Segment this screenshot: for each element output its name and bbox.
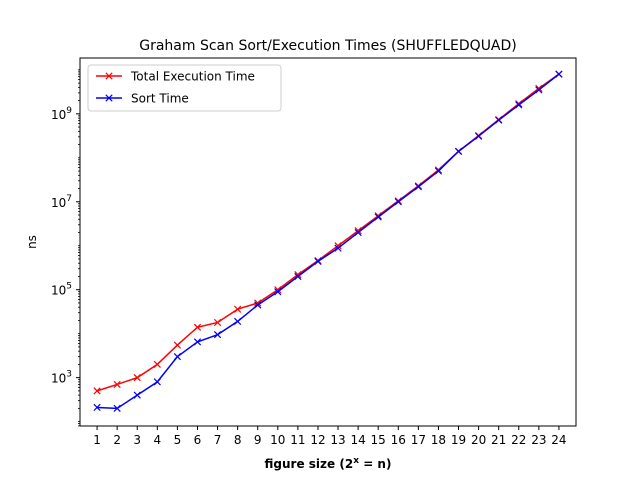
data-point — [133, 374, 141, 382]
x-tick-label: 1 — [93, 433, 101, 447]
data-point — [193, 338, 202, 346]
data-point — [434, 167, 443, 175]
x-tick-label: 2 — [113, 433, 121, 447]
x-axis: 1 2 3 4 5 6 7 8 9 10 11 12 13 14 15 16 17 18 19 20 21 22 23 24 — [93, 426, 567, 447]
x-tick-label: 14 — [350, 433, 365, 447]
x-tick-label: 3 — [133, 433, 141, 447]
data-point — [213, 331, 222, 339]
x-tick-label: 9 — [254, 433, 262, 447]
data-point — [454, 147, 463, 156]
x-tick-label: 8 — [234, 433, 242, 447]
legend-entry: Total Execution Time — [96, 70, 255, 84]
data-point — [173, 341, 182, 349]
legend: Total Execution Time Sort Time — [87, 64, 282, 112]
x-tick-label: 13 — [330, 433, 345, 447]
y-tick-label: 107 — [51, 194, 72, 210]
y-axis-label: ns — [25, 235, 39, 249]
x-tick-label: 19 — [451, 433, 466, 447]
data-point — [555, 70, 563, 78]
data-point — [535, 86, 543, 94]
data-point — [334, 242, 342, 250]
data-point — [294, 271, 302, 279]
data-point — [354, 228, 362, 237]
data-point — [535, 84, 543, 92]
data-point — [173, 353, 182, 361]
x-tick-label: 20 — [471, 433, 486, 447]
data-point — [495, 116, 503, 124]
data-point — [314, 257, 322, 266]
data-point — [254, 301, 262, 309]
data-point — [334, 244, 342, 252]
data-point — [234, 305, 242, 313]
series-line-1 — [97, 73, 560, 410]
legend-label: Sort Time — [131, 92, 189, 106]
data-point — [234, 317, 242, 326]
legend-frame — [87, 64, 282, 112]
x-tick-label: 22 — [511, 433, 526, 447]
x-axis-label: figure size (2x = n) — [265, 456, 392, 471]
x-tick-label: 23 — [531, 433, 546, 447]
x-tick-label: 11 — [290, 433, 305, 447]
x-tick-label: 24 — [551, 433, 566, 447]
y-tick-label: 109 — [51, 106, 72, 122]
x-tick-label: 15 — [371, 433, 386, 447]
data-point — [294, 272, 302, 281]
data-point — [213, 318, 222, 327]
series-line-0 — [96, 73, 560, 392]
x-tick-label: 18 — [431, 433, 446, 447]
legend-label: Total Execution Time — [130, 70, 255, 84]
y-tick-label: 105 — [51, 282, 72, 298]
data-point — [113, 404, 121, 412]
x-axis-label-base: 2 — [345, 457, 353, 471]
y-tick-label: 103 — [51, 370, 72, 386]
x-axis-label-exponent: x — [353, 456, 359, 466]
x-tick-label: 7 — [214, 433, 222, 447]
x-tick-label: 4 — [153, 433, 161, 447]
x-axis-label-prefix: figure size ( — [265, 457, 345, 471]
x-tick-label: 21 — [491, 433, 506, 447]
data-point — [474, 132, 483, 140]
x-tick-label: 6 — [194, 433, 202, 447]
data-point — [113, 380, 121, 389]
x-tick-label: 10 — [270, 433, 285, 447]
legend-entry: Sort Time — [96, 92, 189, 106]
data-point — [374, 213, 382, 221]
x-axis-label-suffix: = n) — [359, 457, 391, 471]
data-point — [274, 286, 282, 294]
data-point — [414, 183, 422, 191]
data-point — [153, 360, 161, 369]
data-point — [153, 378, 161, 386]
data-point — [394, 198, 402, 206]
data-point — [93, 387, 101, 395]
x-tick-label: 16 — [391, 433, 406, 447]
axes-frame — [79, 57, 577, 427]
data-point — [515, 101, 523, 109]
data-point — [133, 391, 141, 399]
data-point — [193, 323, 202, 331]
x-tick-label: 5 — [174, 433, 182, 447]
y-axis: 103 105 107 109 — [51, 69, 80, 427]
data-point — [254, 299, 262, 307]
x-tick-label: 12 — [310, 433, 325, 447]
x-tick-label: 17 — [411, 433, 426, 447]
data-point — [274, 288, 282, 296]
data-point — [354, 227, 362, 235]
data-point — [93, 403, 101, 412]
chart-title: Graham Scan Sort/Execution Times (SHUFFL… — [139, 38, 517, 54]
plot-area — [93, 70, 563, 412]
